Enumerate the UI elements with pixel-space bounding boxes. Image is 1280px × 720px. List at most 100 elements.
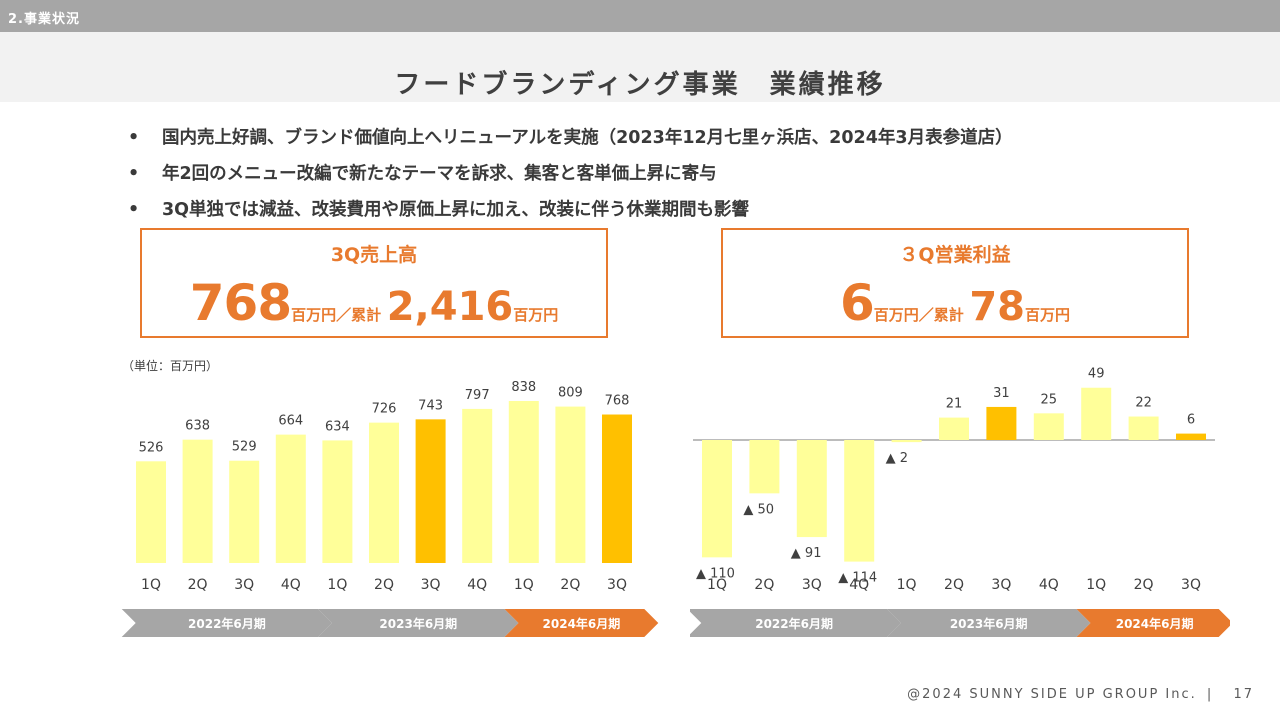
bar	[462, 408, 493, 563]
bar	[136, 461, 166, 563]
x-tick-label: 1Q	[327, 577, 347, 593]
data-label: 22	[1135, 396, 1152, 411]
bar	[891, 440, 922, 443]
bullet-item: • 年2回のメニュー改編で新たなテーマを訴求、集客と客単価上昇に寄与	[128, 162, 1013, 198]
x-tick-label: 1Q	[1086, 577, 1106, 593]
data-label: 726	[372, 402, 397, 417]
data-label: 49	[1088, 367, 1105, 382]
kpi-sales-cumulative-unit: 百万円	[513, 306, 559, 324]
x-tick-label: 4Q	[1039, 577, 1059, 593]
data-label: 529	[232, 440, 257, 455]
bar	[1081, 387, 1112, 440]
unit-note: （単位：百万円）	[122, 359, 219, 373]
bar	[182, 439, 213, 563]
x-tick-label: 4Q	[467, 577, 487, 593]
page-title: フードブランディング事業 業績推移	[394, 70, 886, 100]
bar	[796, 440, 827, 538]
data-label: 526	[139, 440, 164, 455]
bullet-dot: •	[128, 164, 140, 184]
kpi-profit-label: ３Q営業利益	[899, 244, 1011, 266]
data-label: ▲ 114	[838, 571, 877, 586]
data-label: 664	[278, 414, 303, 429]
data-label: 809	[558, 386, 583, 401]
kpi-sales-unit: 百万円／累計	[291, 306, 382, 324]
bar	[415, 419, 446, 563]
bar	[749, 440, 780, 494]
x-tick-label: 2Q	[754, 577, 774, 593]
bar	[1128, 416, 1159, 440]
x-tick-label: 2Q	[560, 577, 580, 593]
kpi-sales-cumulative: 2,416	[386, 284, 514, 330]
bar	[702, 440, 732, 558]
fiscal-period-label: 2024年6月期	[543, 616, 621, 631]
kpi-profit-unit: 百万円／累計	[873, 306, 964, 324]
bullet-item: • 国内売上好調、ブランド価値向上へリニューアルを実施（2023年12月七里ヶ浜店…	[128, 126, 1013, 162]
bullet-dot: •	[128, 200, 140, 220]
footer: @2024 SUNNY SIDE UP GROUP Inc. | 17	[907, 687, 1254, 702]
x-tick-label: 2Q	[374, 577, 394, 593]
x-tick-label: 1Q	[141, 577, 161, 593]
bullet-text: 年2回のメニュー改編で新たなテーマを訴求、集客と客単価上昇に寄与	[162, 164, 717, 184]
bar	[939, 417, 969, 440]
x-tick-label: 1Q	[707, 577, 727, 593]
x-tick-label: 1Q	[897, 577, 917, 593]
data-label: 768	[605, 394, 630, 409]
section-label: 2.事業状況	[8, 12, 80, 27]
kpi-profit-cumulative: 78	[969, 284, 1026, 330]
bar	[369, 422, 399, 563]
kpi-sales-value-row: 768百万円／累計 2,416百万円	[142, 274, 606, 332]
kpi-profit-value: 6	[839, 274, 875, 332]
x-tick-label: 3Q	[1181, 577, 1201, 593]
x-tick-label: 3Q	[234, 577, 254, 593]
x-tick-label: 4Q	[849, 577, 869, 593]
bullet-text: 国内売上好調、ブランド価値向上へリニューアルを実施（2023年12月七里ヶ浜店、…	[162, 128, 1013, 148]
section-header-bar: 2.事業状況	[0, 0, 1280, 32]
bullet-item: • 3Q単独では減益、改装費用や原価上昇に加え、改装に伴う休業期間も影響	[128, 198, 1013, 234]
fiscal-period-label: 2023年6月期	[379, 616, 457, 631]
data-label: ▲ 110	[696, 566, 735, 581]
kpi-box-sales: 3Q売上高 768百万円／累計 2,416百万円	[140, 228, 608, 338]
data-label: 25	[1041, 392, 1058, 407]
bar	[508, 400, 539, 563]
x-tick-label: 3Q	[421, 577, 441, 593]
data-label: 638	[185, 419, 210, 434]
fiscal-period-label: 2024年6月期	[1116, 616, 1194, 631]
fiscal-period-band	[690, 609, 901, 637]
bar	[555, 406, 586, 563]
fiscal-period-band	[318, 609, 519, 637]
data-label: 838	[511, 380, 536, 395]
x-tick-label: 1Q	[514, 577, 534, 593]
kpi-sales-value: 768	[189, 274, 292, 332]
fiscal-period-band	[121, 609, 333, 637]
kpi-box-profit: ３Q営業利益 6百万円／累計 78百万円	[721, 228, 1189, 338]
bar	[844, 440, 875, 562]
bar	[1176, 433, 1206, 440]
data-label: 6	[1187, 413, 1195, 428]
data-label: 31	[993, 386, 1010, 401]
bar	[1033, 413, 1064, 440]
data-label: ▲ 91	[791, 546, 822, 561]
kpi-profit-cumulative-unit: 百万円	[1025, 306, 1071, 324]
kpi-profit-value-row: 6百万円／累計 78百万円	[723, 274, 1187, 332]
x-tick-label: 2Q	[1134, 577, 1154, 593]
fiscal-period-label: 2022年6月期	[755, 616, 833, 631]
x-tick-label: 3Q	[802, 577, 822, 593]
data-label: 21	[946, 397, 963, 412]
bullet-list: • 国内売上好調、ブランド価値向上へリニューアルを実施（2023年12月七里ヶ浜店…	[128, 126, 1013, 234]
bar	[229, 460, 260, 563]
page-number: 17	[1233, 687, 1254, 702]
footer-separator: |	[1206, 687, 1214, 702]
copyright: @2024 SUNNY SIDE UP GROUP Inc.	[907, 687, 1197, 702]
bar	[602, 414, 632, 563]
data-label: ▲ 50	[743, 502, 774, 517]
bar	[986, 406, 1017, 440]
x-tick-label: 2Q	[944, 577, 964, 593]
bullet-dot: •	[128, 128, 140, 148]
fiscal-period-band	[504, 609, 659, 637]
x-tick-label: 4Q	[281, 577, 301, 593]
data-label: ▲ 2	[886, 451, 908, 466]
bar	[275, 434, 306, 563]
bullet-text: 3Q単独では減益、改装費用や原価上昇に加え、改装に伴う休業期間も影響	[162, 200, 750, 220]
x-tick-label: 2Q	[188, 577, 208, 593]
